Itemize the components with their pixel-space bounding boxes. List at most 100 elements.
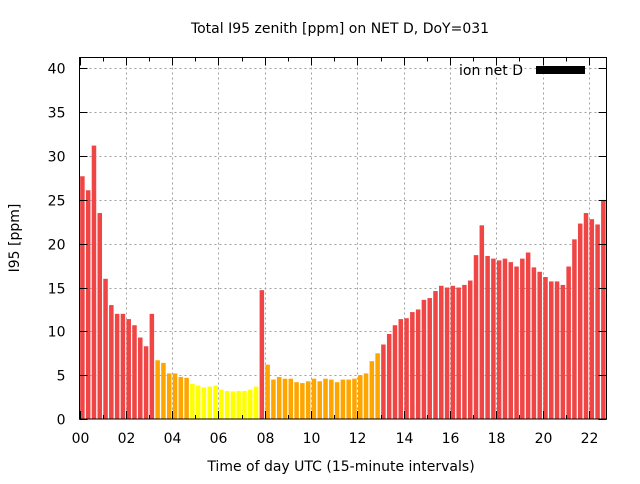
bar <box>363 373 369 419</box>
legend-label: ion net D <box>459 63 523 79</box>
x-axis-label: Time of day UTC (15-minute intervals) <box>206 459 474 475</box>
bar <box>190 383 195 419</box>
bar <box>595 224 600 419</box>
bar <box>549 281 554 419</box>
bar <box>450 285 456 419</box>
bar <box>300 383 305 419</box>
bar <box>109 305 114 419</box>
bar <box>143 346 149 419</box>
bar <box>462 284 467 419</box>
y-tick-label: 5 <box>57 369 66 385</box>
y-tick-label: 10 <box>48 325 66 341</box>
bar <box>172 373 178 419</box>
bar <box>473 255 479 419</box>
bar <box>126 319 131 419</box>
x-tick-label: 18 <box>488 431 506 447</box>
x-tick-label: 20 <box>535 431 553 447</box>
bar <box>583 213 589 419</box>
bar <box>161 362 166 419</box>
bar <box>195 385 201 419</box>
x-tick-label: 22 <box>581 431 599 447</box>
y-axis-label: I95 [ppm] <box>7 204 23 273</box>
bar <box>381 344 386 419</box>
bar <box>491 258 496 419</box>
bar <box>265 364 270 419</box>
bar <box>155 360 160 419</box>
bar <box>97 213 103 419</box>
bar <box>554 281 560 419</box>
bar <box>323 378 328 419</box>
x-tick-label: 10 <box>303 431 321 447</box>
bar <box>334 382 340 419</box>
bar <box>577 223 583 419</box>
bar <box>294 382 299 419</box>
bar <box>85 190 91 419</box>
bar <box>149 313 155 419</box>
bar <box>276 376 282 419</box>
bar <box>329 379 334 419</box>
bar <box>531 267 537 419</box>
bar <box>433 291 438 419</box>
bar <box>415 309 421 419</box>
bar <box>288 378 294 419</box>
bar <box>201 387 207 419</box>
bar <box>520 258 525 419</box>
bar <box>572 239 577 419</box>
plot-border <box>79 57 607 420</box>
bar <box>184 377 189 419</box>
bar <box>427 298 432 419</box>
bar <box>80 176 85 419</box>
bar <box>317 381 322 419</box>
x-tick-label: 08 <box>257 431 275 447</box>
x-tick-label: 14 <box>396 431 414 447</box>
bars <box>80 145 606 420</box>
bar <box>282 378 288 419</box>
bar <box>467 280 473 419</box>
bar <box>219 389 224 419</box>
bar <box>248 389 253 419</box>
bar <box>421 299 427 419</box>
bar <box>166 373 172 419</box>
y-tick-label: 20 <box>48 238 66 254</box>
bar <box>91 145 97 420</box>
x-tick-label: 00 <box>72 431 90 447</box>
bar <box>589 219 595 419</box>
bar <box>375 353 380 419</box>
bar <box>213 385 218 419</box>
x-tick-label: 04 <box>164 431 182 447</box>
bar <box>404 318 409 419</box>
bar <box>543 277 548 419</box>
bar <box>566 266 571 419</box>
bar <box>386 333 392 419</box>
bar <box>369 361 375 419</box>
bar <box>456 287 461 419</box>
x-tick-label: 06 <box>210 431 228 447</box>
y-tick-label: 25 <box>48 194 66 210</box>
bar <box>236 390 241 419</box>
bar <box>601 199 606 419</box>
bar <box>444 287 450 419</box>
x-tick-label: 12 <box>349 431 367 447</box>
bar <box>132 325 137 419</box>
bar <box>242 390 247 419</box>
chart-title: Total I95 zenith [ppm] on NET D, DoY=031 <box>190 21 489 37</box>
bar <box>502 258 508 419</box>
bar <box>138 337 143 419</box>
bar <box>398 319 404 419</box>
bar <box>479 225 485 419</box>
bar <box>207 386 213 419</box>
bar <box>178 376 184 419</box>
bar <box>352 378 357 419</box>
bar <box>271 379 276 419</box>
bar <box>311 378 317 419</box>
bar <box>537 271 542 419</box>
bar <box>392 325 398 419</box>
bar <box>340 379 346 419</box>
bar <box>525 252 531 419</box>
bar <box>560 284 566 419</box>
bar <box>253 386 259 419</box>
bar <box>357 375 363 419</box>
y-tick-label: 30 <box>48 150 66 166</box>
x-tick-label: 02 <box>118 431 136 447</box>
